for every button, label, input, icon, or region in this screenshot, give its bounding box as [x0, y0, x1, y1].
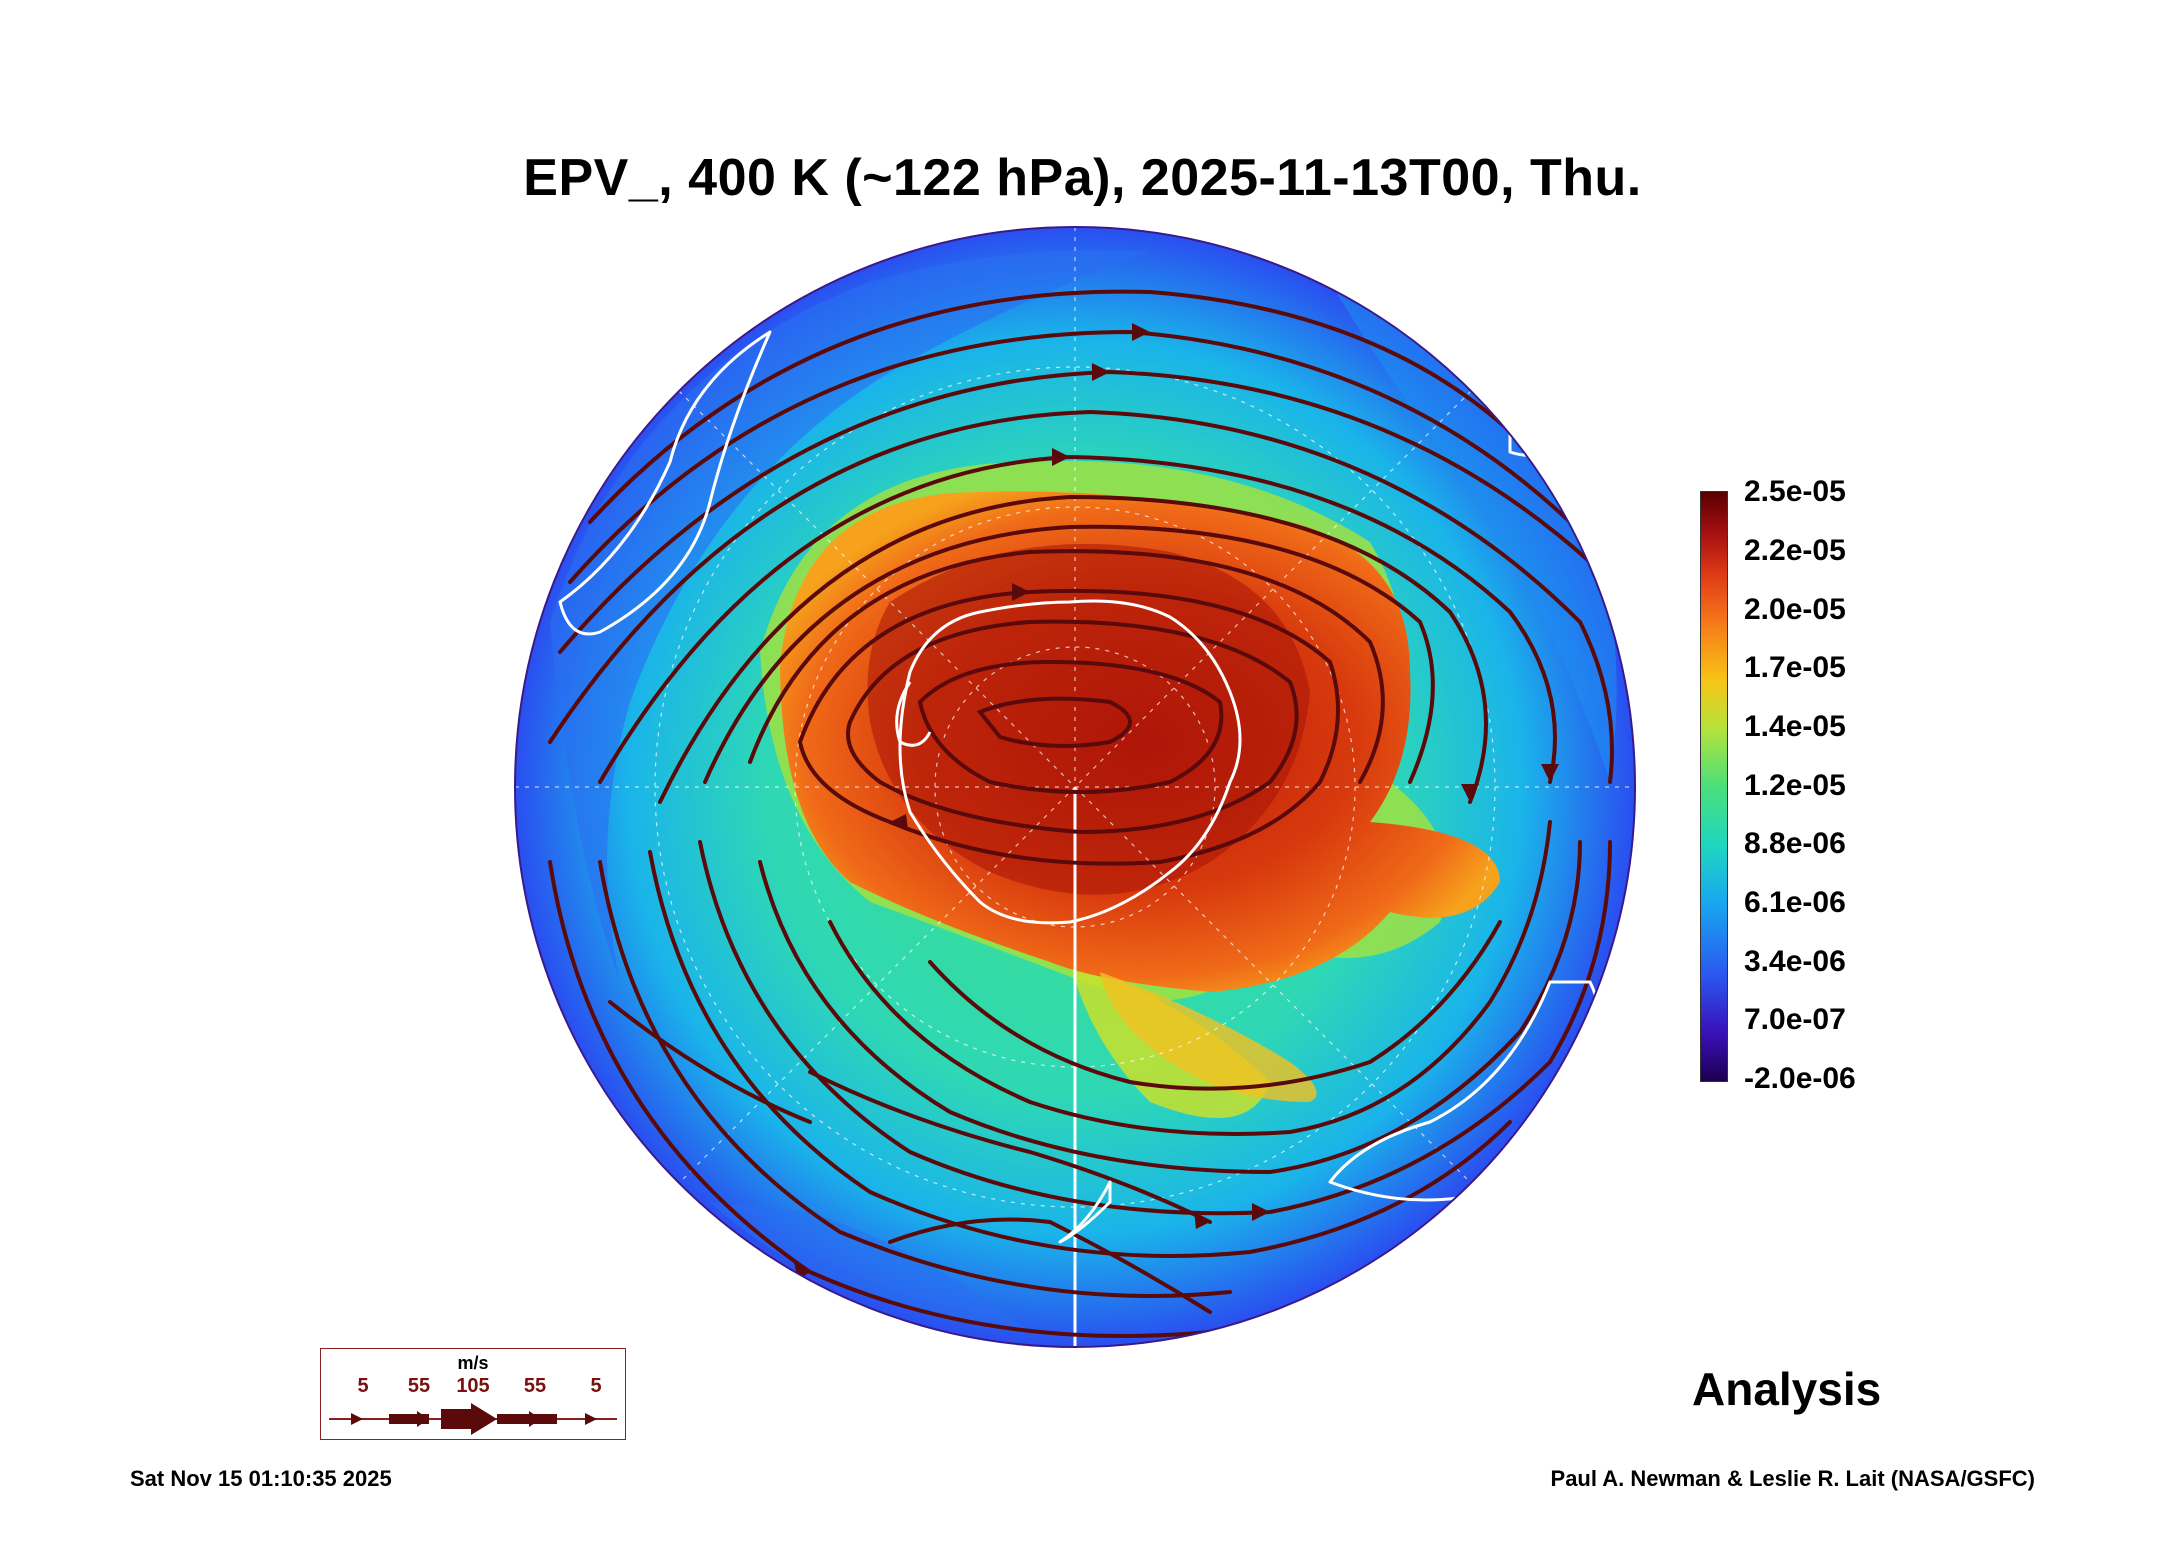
legend-speed: 5 — [590, 1375, 602, 1397]
legend-speed: 5 — [357, 1375, 369, 1397]
legend-speed: 105 — [456, 1375, 490, 1397]
legend-speed: 55 — [407, 1375, 431, 1397]
timestamp: Sat Nov 15 01:10:35 2025 — [130, 1466, 392, 1491]
south-america-coast — [558, 330, 772, 636]
colorbar-tick: 2.2e-05 — [1744, 534, 1846, 567]
colorbar-tick: 1.7e-05 — [1744, 651, 1846, 684]
antarctica-coast — [898, 599, 1242, 925]
legend-unit: m/s — [457, 1353, 489, 1373]
colorbar-tick: 8.8e-06 — [1744, 827, 1846, 860]
colorbar — [1700, 491, 1728, 1082]
colorbar-tick: 6.1e-06 — [1744, 886, 1846, 919]
colorbar-tick: 1.4e-05 — [1744, 710, 1846, 743]
credit: Paul A. Newman & Leslie R. Lait (NASA/GS… — [1550, 1466, 2035, 1491]
colorbar-tick: 2.5e-05 — [1744, 475, 1846, 508]
wind-streamlines — [548, 289, 1614, 1338]
analysis-label: Analysis — [1692, 1363, 1882, 1415]
colorbar-tick: 3.4e-06 — [1744, 945, 1846, 978]
colorbar-tick: -2.0e-06 — [1744, 1062, 1856, 1095]
colorbar-tick: 7.0e-07 — [1744, 1003, 1846, 1036]
polar-map — [514, 226, 1636, 1348]
colorbar-tick: 2.0e-05 — [1744, 593, 1846, 626]
legend-speed: 55 — [523, 1375, 547, 1397]
plot-title: EPV_, 400 K (~122 hPa), 2025-11-13T00, T… — [523, 149, 1642, 207]
legend-arrow-scale — [329, 1403, 617, 1435]
colorbar-tick: 1.2e-05 — [1744, 769, 1846, 802]
new-zealand-coast — [1058, 1180, 1112, 1244]
wind-speed-legend: m/s 5 55 105 55 5 — [320, 1348, 626, 1440]
